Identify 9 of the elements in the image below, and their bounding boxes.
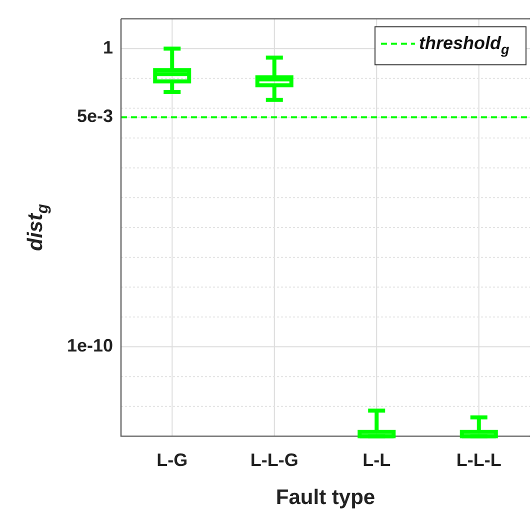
x-tick-label: L-G xyxy=(156,450,188,470)
y-axis-title: distg xyxy=(24,204,52,251)
y-tick-label: 5e-3 xyxy=(76,106,113,126)
y-tick-label: 1 xyxy=(102,38,113,58)
x-tick-label: L-L-G xyxy=(250,450,298,470)
x-axis-title: Fault type xyxy=(276,486,376,510)
y-tick-label: 1e-10 xyxy=(66,336,113,356)
x-tick-label: L-L xyxy=(362,450,391,470)
x-tick-label: L-L-L xyxy=(456,450,502,470)
